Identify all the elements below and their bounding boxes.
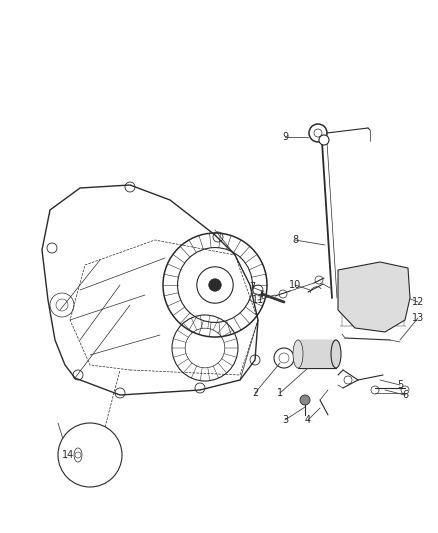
Text: 5: 5 [397,380,403,390]
Text: 8: 8 [292,235,298,245]
Text: 3: 3 [282,415,288,425]
Polygon shape [338,262,410,332]
Text: 12: 12 [412,297,424,307]
Text: 6: 6 [402,390,408,400]
Text: 13: 13 [412,313,424,323]
Circle shape [58,423,122,487]
Text: 1: 1 [277,388,283,398]
Ellipse shape [293,340,303,368]
Text: 11: 11 [252,295,264,305]
Circle shape [300,395,310,405]
Ellipse shape [331,340,341,368]
Circle shape [209,279,221,291]
Text: 2: 2 [252,388,258,398]
Text: 7: 7 [249,282,255,292]
Text: 14: 14 [62,450,74,460]
Circle shape [319,135,329,145]
Text: 4: 4 [305,415,311,425]
Text: 10: 10 [289,280,301,290]
Text: 9: 9 [282,132,288,142]
Bar [298,340,336,368]
